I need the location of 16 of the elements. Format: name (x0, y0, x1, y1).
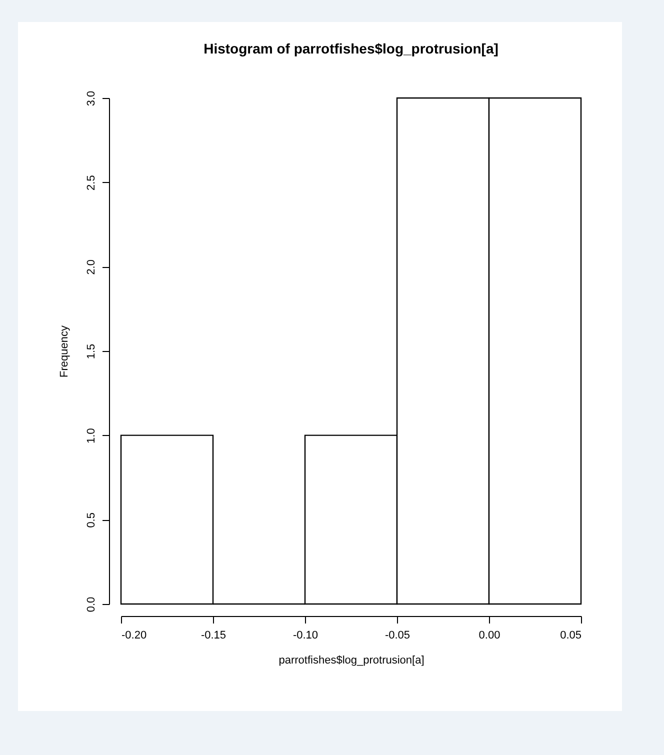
x-tick-label: -0.10 (292, 630, 318, 642)
y-tick-label: 1.5 (86, 344, 98, 360)
chart-title: Histogram of parrotfishes$log_protrusion[a] (204, 40, 498, 56)
y-tick-label: 3.0 (86, 90, 98, 106)
y-tick-label: 0.0 (86, 596, 98, 612)
x-tick-label: 0.00 (478, 630, 500, 642)
y-tick-label: 1.0 (86, 428, 98, 444)
x-tick-label: -0.15 (200, 630, 226, 642)
x-axis-title: parrotfishes$log_protrusion[a] (278, 654, 424, 666)
x-tick-label: 0.05 (560, 630, 582, 642)
y-axis-title: Frequency (58, 325, 70, 378)
y-tick-label: 2.5 (86, 175, 98, 190)
y-tick-label: 2.0 (86, 260, 98, 275)
x-tick-label: -0.05 (384, 630, 410, 642)
x-tick-label: -0.20 (122, 630, 147, 642)
y-tick-label: 0.5 (86, 512, 98, 528)
